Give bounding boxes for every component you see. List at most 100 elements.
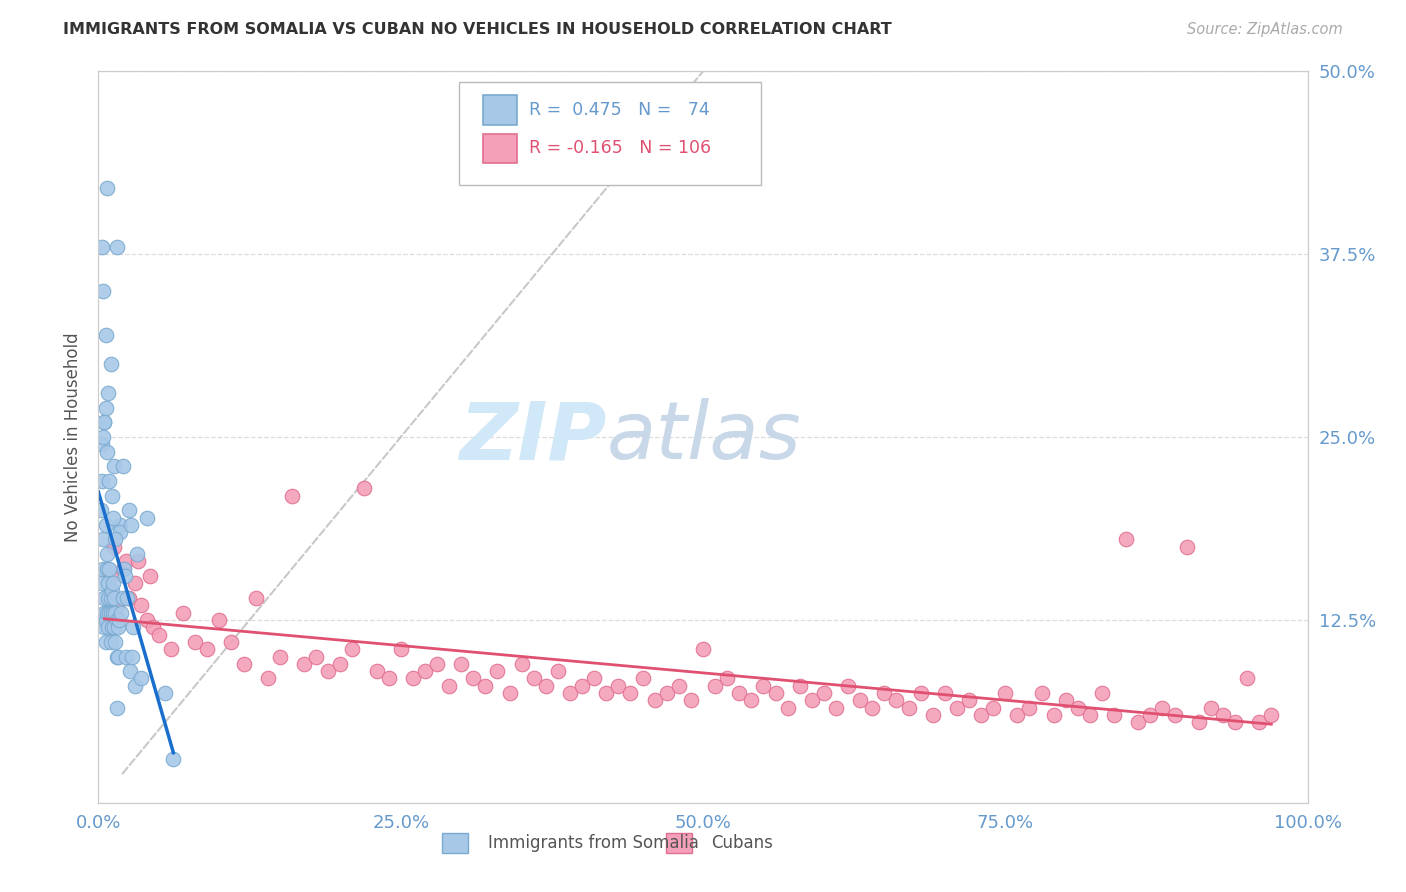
Point <box>668 679 690 693</box>
Point <box>94 401 117 415</box>
FancyBboxPatch shape <box>482 95 517 125</box>
Point <box>437 679 460 693</box>
Point <box>96 181 118 195</box>
Point <box>105 700 128 714</box>
Point <box>1031 686 1053 700</box>
Point <box>135 510 157 524</box>
Point <box>93 416 115 430</box>
Point <box>1054 693 1077 707</box>
Point <box>292 657 315 671</box>
Point <box>498 686 520 700</box>
Point <box>124 679 146 693</box>
Point <box>93 591 115 605</box>
Point <box>104 606 127 620</box>
Point <box>110 606 132 620</box>
Point <box>1223 715 1246 730</box>
FancyBboxPatch shape <box>458 82 761 185</box>
Point <box>117 591 139 605</box>
Point <box>704 679 727 693</box>
Text: Immigrants from Somalia: Immigrants from Somalia <box>488 834 699 852</box>
Point <box>607 679 630 693</box>
Point <box>91 437 114 451</box>
Point <box>510 657 533 671</box>
Point <box>377 672 399 686</box>
Point <box>100 606 122 620</box>
Point <box>789 679 811 693</box>
Point <box>105 599 128 613</box>
Point <box>1091 686 1114 700</box>
Point <box>619 686 641 700</box>
Point <box>389 642 412 657</box>
Point <box>595 686 617 700</box>
Point <box>450 657 472 671</box>
Point <box>91 533 114 547</box>
Point <box>366 664 388 678</box>
Point <box>118 664 141 678</box>
Point <box>93 620 115 634</box>
Point <box>162 752 184 766</box>
Point <box>115 554 138 568</box>
Point <box>139 569 162 583</box>
Point <box>1163 708 1185 723</box>
Point <box>124 576 146 591</box>
Point <box>1115 533 1137 547</box>
Point <box>195 642 218 657</box>
Point <box>486 664 509 678</box>
Point <box>100 635 122 649</box>
Point <box>111 562 134 576</box>
Point <box>910 686 932 700</box>
FancyBboxPatch shape <box>482 134 517 163</box>
Point <box>103 459 125 474</box>
Point <box>111 591 134 605</box>
Point <box>93 606 115 620</box>
Point <box>91 474 114 488</box>
Point <box>825 700 848 714</box>
Point <box>90 503 112 517</box>
Point <box>957 693 980 707</box>
Point <box>1007 708 1029 723</box>
Point <box>558 686 581 700</box>
Point <box>208 613 231 627</box>
Point <box>97 576 120 591</box>
Point <box>413 664 436 678</box>
Point <box>1042 708 1064 723</box>
Point <box>873 686 896 700</box>
Point <box>1260 708 1282 723</box>
Point <box>692 642 714 657</box>
Point <box>1128 715 1150 730</box>
Point <box>921 708 943 723</box>
Point <box>886 693 908 707</box>
Text: ZIP: ZIP <box>458 398 606 476</box>
Point <box>1188 715 1211 730</box>
Point <box>463 672 485 686</box>
Point <box>127 554 149 568</box>
Point <box>97 620 120 634</box>
Point <box>100 569 122 583</box>
Text: Cubans: Cubans <box>711 834 773 852</box>
Point <box>96 547 118 561</box>
Point <box>91 284 114 298</box>
Point <box>655 686 678 700</box>
Point <box>97 386 120 401</box>
Point <box>96 606 118 620</box>
Point <box>94 517 117 532</box>
Point <box>122 620 145 634</box>
Y-axis label: No Vehicles in Household: No Vehicles in Household <box>65 332 83 542</box>
Point <box>100 583 122 598</box>
Point <box>849 693 872 707</box>
Point <box>107 620 129 634</box>
Point <box>108 517 131 532</box>
Point <box>752 679 775 693</box>
Point <box>1067 700 1090 714</box>
Point <box>1139 708 1161 723</box>
Point <box>269 649 291 664</box>
Point <box>1078 708 1101 723</box>
Point <box>129 599 152 613</box>
Point <box>245 591 267 605</box>
Point <box>281 489 304 503</box>
Point <box>232 657 254 671</box>
Point <box>103 540 125 554</box>
Point <box>631 672 654 686</box>
Point <box>94 635 117 649</box>
Point <box>353 481 375 495</box>
